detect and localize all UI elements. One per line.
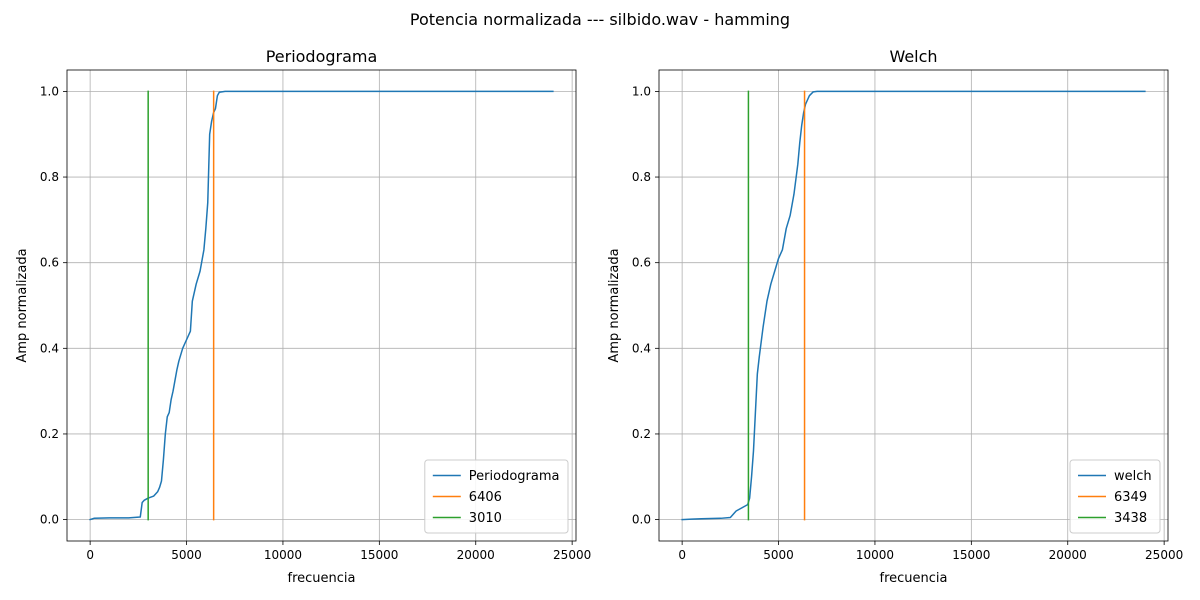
y-axis-label: Amp normalizada (15, 248, 30, 362)
x-tick-label: 0 (678, 548, 686, 562)
plot-frame (66, 69, 577, 542)
y-tick-label: 1.0 (632, 84, 651, 98)
y-tick-label: 0.0 (632, 513, 651, 527)
series-line-periodograma (89, 90, 554, 521)
legend-entry-periodograma: Periodograma (469, 469, 560, 484)
y-axis-label: Amp normalizada (607, 248, 622, 362)
x-tick-label: 10000 (856, 548, 894, 562)
y-tick-label: 0.2 (40, 427, 59, 441)
y-tick-label: 1.0 (40, 84, 59, 98)
y-tick-label: 0.8 (632, 170, 651, 184)
x-tick-label: 20000 (1049, 548, 1087, 562)
series-group (89, 90, 554, 521)
legend-entry-3438: 3438 (1114, 511, 1147, 526)
plot-frame (658, 69, 1169, 542)
y-tick-label: 0.4 (40, 341, 59, 355)
x-tick-label: 15000 (360, 548, 398, 562)
plot-title: Welch (889, 47, 937, 66)
x-tick-label: 20000 (457, 548, 495, 562)
legend: welch 6349 3438 (1069, 459, 1161, 534)
y-tick-label: 0.0 (40, 513, 59, 527)
x-tick-label: 5000 (171, 548, 202, 562)
series-group (681, 90, 1146, 521)
y-tick-label: 0.6 (40, 256, 59, 270)
legend-entry-3010: 3010 (469, 511, 502, 526)
legend: Periodograma 6406 3010 (424, 459, 569, 534)
legend-entry-welch: welch (1114, 469, 1152, 484)
y-tick-label: 0.4 (632, 341, 651, 355)
x-tick-label: 10000 (264, 548, 302, 562)
x-tick-label: 5000 (763, 548, 794, 562)
welch-panel: 0 5000 10000 15000 20000 25000 0.0 0.2 0.4 0.6 0.8… (607, 47, 1183, 586)
y-tick-label: 0.8 (40, 170, 59, 184)
legend-entry-6349: 6349 (1114, 490, 1147, 505)
y-tick-label: 0.6 (632, 256, 651, 270)
x-axis-label: frecuencia (288, 571, 356, 586)
y-tick-label: 0.2 (632, 427, 651, 441)
x-tick-label: 25000 (553, 548, 591, 562)
periodograma-panel: 0 5000 10000 15000 20000 25000 0.0 0.2 0.4 0.6 0.8… (15, 47, 591, 586)
plot-title: Periodograma (266, 47, 378, 66)
legend-box (1069, 459, 1161, 534)
x-tick-label: 0 (86, 548, 94, 562)
x-tick-label: 15000 (952, 548, 990, 562)
figure-title: Potencia normalizada --- silbido.wav - h… (410, 10, 790, 29)
legend-box (424, 459, 569, 534)
legend-entry-6406: 6406 (469, 490, 502, 505)
x-axis-label: frecuencia (880, 571, 948, 586)
series-line-welch (681, 90, 1146, 521)
x-tick-label: 25000 (1145, 548, 1183, 562)
